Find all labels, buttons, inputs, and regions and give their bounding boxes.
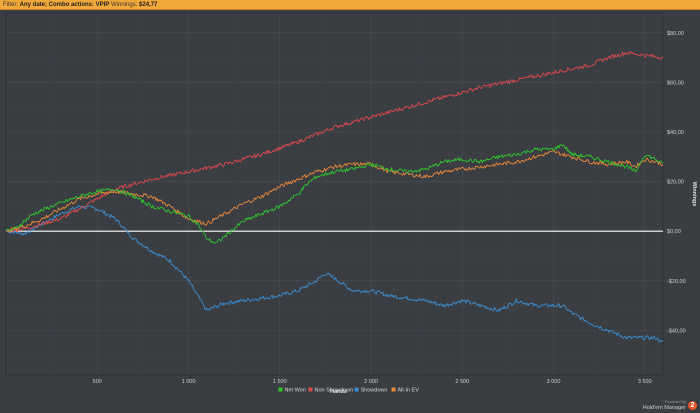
y-tick-label: $80,00 — [667, 31, 684, 37]
x-axis-title: Hands — [330, 389, 347, 395]
y-tick-label: $40,00 — [667, 130, 684, 136]
x-tick-label: 2 500 — [455, 379, 469, 385]
legend-label: Net Won — [285, 388, 306, 394]
x-tick-label: 3 000 — [547, 379, 561, 385]
legend-swatch-non-showdown — [308, 387, 313, 392]
y-tick-label: $0,00 — [667, 229, 681, 235]
powered-by: Powered by — [664, 399, 686, 404]
winnings-label: Winnings: — [111, 2, 138, 8]
hm2-logo-icon: 2 — [688, 401, 697, 410]
series-line-net-won — [5, 144, 664, 244]
winnings-value: $24,77 — [139, 2, 158, 8]
winnings-chart: 500 1 000 1 500 2 000 2 500 3 000 3 500 $80,00 $… — [0, 10, 700, 413]
y-tick-label: $20,00 — [667, 180, 684, 186]
legend-swatch-allin-ev — [391, 387, 396, 392]
legend-swatch-showdown — [354, 387, 359, 392]
y-tick-label: $60,00 — [667, 80, 684, 86]
chart-svg: 500 1 000 1 500 2 000 2 500 3 000 3 500 $80,00 $… — [5, 12, 697, 395]
x-tick-label: 1 500 — [273, 379, 287, 385]
x-tick-label: 3 500 — [638, 379, 652, 385]
x-tick-label: 500 — [93, 379, 102, 385]
series-line-showdown — [5, 204, 664, 343]
legend-swatch-net-won — [278, 387, 283, 392]
x-tick-label: 1 000 — [182, 379, 196, 385]
series-line-allin-ev — [5, 150, 664, 233]
brand-text: Powered by Hold'em Manager — [643, 399, 686, 411]
filter-bar: Filter: Any date; Combo actions: VPIP Wi… — [0, 0, 700, 10]
filter-value: Any date; Combo actions: VPIP — [19, 2, 110, 8]
y-tick-label: -$40,00 — [667, 328, 686, 334]
filter-label: Filter: — [3, 2, 18, 8]
x-tick-label: 2 000 — [364, 379, 378, 385]
y-tick-label: -$20,00 — [667, 279, 686, 285]
brand-name: Hold'em Manager — [642, 405, 686, 411]
legend-label: Showdown — [361, 388, 388, 394]
legend-label: Non Showdown — [315, 388, 354, 394]
y-axis-title: Winnings — [691, 182, 697, 207]
legend-label: All-In EV — [398, 388, 420, 394]
